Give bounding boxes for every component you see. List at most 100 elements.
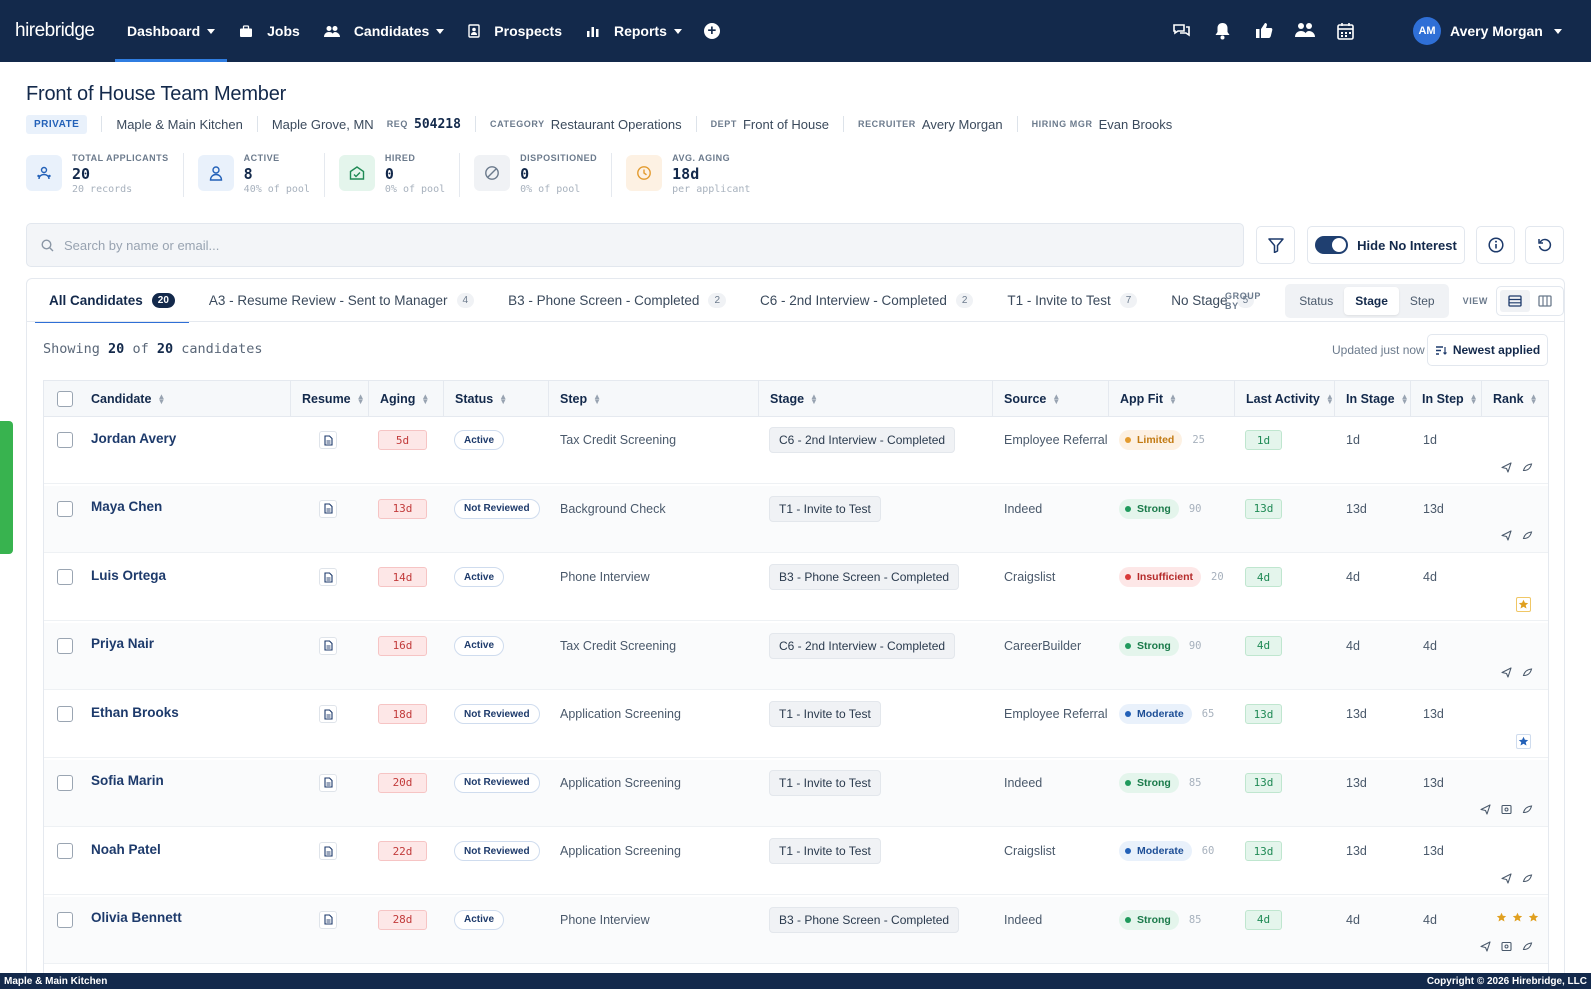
filter-button[interactable] bbox=[1256, 226, 1295, 264]
group-by-step[interactable]: Step bbox=[1409, 294, 1435, 308]
nav-item-dashboard[interactable]: Dashboard bbox=[115, 0, 228, 62]
star-icon[interactable] bbox=[1516, 597, 1531, 612]
candidate-name-link[interactable]: Jordan Avery bbox=[91, 430, 177, 446]
calendar-icon[interactable] bbox=[1334, 19, 1357, 42]
thumbs-up-icon[interactable] bbox=[1252, 19, 1275, 42]
star-icon[interactable] bbox=[1510, 911, 1524, 925]
table-row[interactable]: Olivia Bennett 28d Active Phone Interview B3… bbox=[44, 896, 1548, 964]
column-header-candidate[interactable]: Candidate ▲ ▼ bbox=[80, 381, 291, 417]
select-all-checkbox[interactable] bbox=[57, 391, 73, 407]
bell-icon[interactable] bbox=[1211, 19, 1234, 42]
candidate-name-link[interactable]: Sofia Marin bbox=[91, 773, 164, 788]
sort-button[interactable]: Newest applied bbox=[1427, 334, 1548, 366]
tab-t1-invite-to-test[interactable]: T1 - Invite to Test 7 bbox=[993, 279, 1151, 322]
document-icon[interactable] bbox=[319, 705, 337, 723]
stage-chip[interactable]: T1 - Invite to Test bbox=[769, 838, 881, 864]
send-icon[interactable] bbox=[1478, 803, 1492, 817]
send-icon[interactable] bbox=[1499, 460, 1513, 474]
logo[interactable]: hirebridge bbox=[15, 20, 95, 41]
send-icon[interactable] bbox=[1499, 666, 1513, 680]
refresh-button[interactable] bbox=[1525, 226, 1564, 264]
nav-item-jobs[interactable]: Jobs bbox=[227, 0, 312, 62]
group-by-stage[interactable]: Stage bbox=[1344, 287, 1399, 315]
row-checkbox[interactable] bbox=[57, 500, 73, 517]
search-bar[interactable] bbox=[26, 223, 1244, 267]
table-row[interactable]: Noah Patel 22d Not Reviewed Application Scr… bbox=[44, 828, 1548, 895]
table-row[interactable]: Jordan Avery 5d Active Tax Credit Screening… bbox=[44, 417, 1548, 484]
document-icon[interactable] bbox=[319, 773, 337, 792]
stage-chip[interactable]: B3 - Phone Screen - Completed bbox=[769, 906, 960, 933]
leaf-icon[interactable] bbox=[1520, 940, 1534, 954]
document-icon[interactable] bbox=[319, 431, 337, 449]
tab-no-stage[interactable]: No Stage 5 bbox=[1157, 279, 1268, 322]
column-header-aging[interactable]: Aging ▲ ▼ bbox=[369, 381, 444, 417]
feedback-side-tab[interactable] bbox=[0, 421, 13, 554]
chat-icon[interactable] bbox=[1170, 19, 1193, 42]
table-row[interactable]: Ethan Brooks 18d Not Reviewed Application S… bbox=[44, 691, 1548, 758]
column-header-stage[interactable]: Stage ▲ ▼ bbox=[759, 381, 993, 417]
column-header-status[interactable]: Status ▲ ▼ bbox=[444, 381, 549, 417]
note-icon[interactable] bbox=[1499, 940, 1513, 954]
table-row[interactable]: Priya Nair 16d Active Tax Credit Screening C… bbox=[44, 622, 1548, 690]
stage-chip[interactable]: T1 - Invite to Test bbox=[769, 495, 881, 522]
row-checkbox[interactable] bbox=[57, 637, 73, 654]
column-header-last-activity[interactable]: Last Activity ▲ ▼ bbox=[1235, 381, 1335, 417]
star-icon[interactable] bbox=[1526, 911, 1540, 925]
stage-chip[interactable]: B3 - Phone Screen - Completed bbox=[769, 564, 960, 590]
card-view-icon[interactable] bbox=[1530, 290, 1560, 312]
candidate-name-link[interactable]: Noah Patel bbox=[91, 841, 161, 857]
document-icon[interactable] bbox=[319, 568, 337, 586]
document-icon[interactable] bbox=[319, 910, 337, 929]
candidate-name-link[interactable]: Maya Chen bbox=[91, 499, 163, 514]
stage-chip[interactable]: T1 - Invite to Test bbox=[769, 769, 881, 796]
candidate-name-link[interactable]: Luis Ortega bbox=[91, 567, 167, 583]
list-view-icon[interactable] bbox=[1500, 290, 1530, 312]
leaf-icon[interactable] bbox=[1520, 803, 1534, 817]
leaf-icon[interactable] bbox=[1520, 460, 1534, 474]
leaf-icon[interactable] bbox=[1520, 529, 1534, 543]
nav-item-prospects[interactable]: Prospects bbox=[456, 0, 574, 62]
row-checkbox[interactable] bbox=[57, 432, 73, 448]
info-button[interactable] bbox=[1476, 226, 1515, 264]
stage-chip[interactable]: C6 - 2nd Interview - Completed bbox=[769, 427, 956, 453]
document-icon[interactable] bbox=[319, 842, 337, 860]
send-icon[interactable] bbox=[1499, 871, 1513, 885]
note-icon[interactable] bbox=[1499, 803, 1513, 817]
column-header-step[interactable]: Step ▲ ▼ bbox=[549, 381, 759, 417]
row-checkbox[interactable] bbox=[57, 569, 73, 585]
send-icon[interactable] bbox=[1499, 529, 1513, 543]
row-checkbox[interactable] bbox=[57, 774, 73, 791]
search-input[interactable] bbox=[64, 237, 1164, 253]
toggle-switch[interactable] bbox=[1315, 236, 1349, 254]
stage-chip[interactable]: C6 - 2nd Interview - Completed bbox=[769, 632, 956, 659]
leaf-icon[interactable] bbox=[1520, 666, 1534, 680]
column-header-source[interactable]: Source ▲ ▼ bbox=[993, 381, 1109, 417]
tab-c6-2nd-interview-completed[interactable]: C6 - 2nd Interview - Completed 2 bbox=[746, 279, 987, 322]
table-row[interactable]: Maya Chen 13d Not Reviewed Background Check… bbox=[44, 485, 1548, 553]
leaf-icon[interactable] bbox=[1520, 871, 1534, 885]
column-header-in-stage[interactable]: In Stage ▲ ▼ bbox=[1335, 381, 1411, 417]
candidate-name-link[interactable]: Priya Nair bbox=[91, 636, 155, 651]
nav-item-reports[interactable]: Reports bbox=[574, 0, 694, 62]
nav-item-candidates[interactable]: Candidates bbox=[312, 0, 456, 62]
column-header-resume[interactable]: Resume ▲ ▼ bbox=[291, 381, 369, 417]
row-checkbox[interactable] bbox=[57, 911, 73, 928]
user-menu[interactable]: AM Avery Morgan bbox=[1413, 17, 1562, 45]
candidate-name-link[interactable]: Ethan Brooks bbox=[91, 704, 179, 720]
candidate-name-link[interactable]: Olivia Bennett bbox=[91, 910, 182, 925]
table-row[interactable]: Luis Ortega 14d Active Phone Interview B3 - … bbox=[44, 554, 1548, 621]
stage-chip[interactable]: T1 - Invite to Test bbox=[769, 701, 881, 727]
tab-a3-resume-review-sent-to-manager[interactable]: A3 - Resume Review - Sent to Manager 4 bbox=[195, 279, 488, 322]
column-header-rank[interactable]: Rank ▲ ▼ bbox=[1482, 381, 1548, 417]
star-icon[interactable] bbox=[1516, 734, 1531, 749]
column-header-in-step[interactable]: In Step ▲ ▼ bbox=[1411, 381, 1482, 417]
plus-circle-icon[interactable]: + bbox=[703, 23, 720, 39]
hide-no-interest-toggle[interactable]: Hide No Interest bbox=[1307, 226, 1465, 264]
document-icon[interactable] bbox=[319, 636, 337, 655]
star-icon[interactable] bbox=[1494, 911, 1508, 925]
group-by-status[interactable]: Status bbox=[1299, 294, 1334, 308]
row-checkbox[interactable] bbox=[57, 706, 73, 722]
tab-all-candidates[interactable]: All Candidates 20 bbox=[35, 279, 189, 323]
document-icon[interactable] bbox=[319, 499, 337, 518]
send-icon[interactable] bbox=[1478, 940, 1492, 954]
